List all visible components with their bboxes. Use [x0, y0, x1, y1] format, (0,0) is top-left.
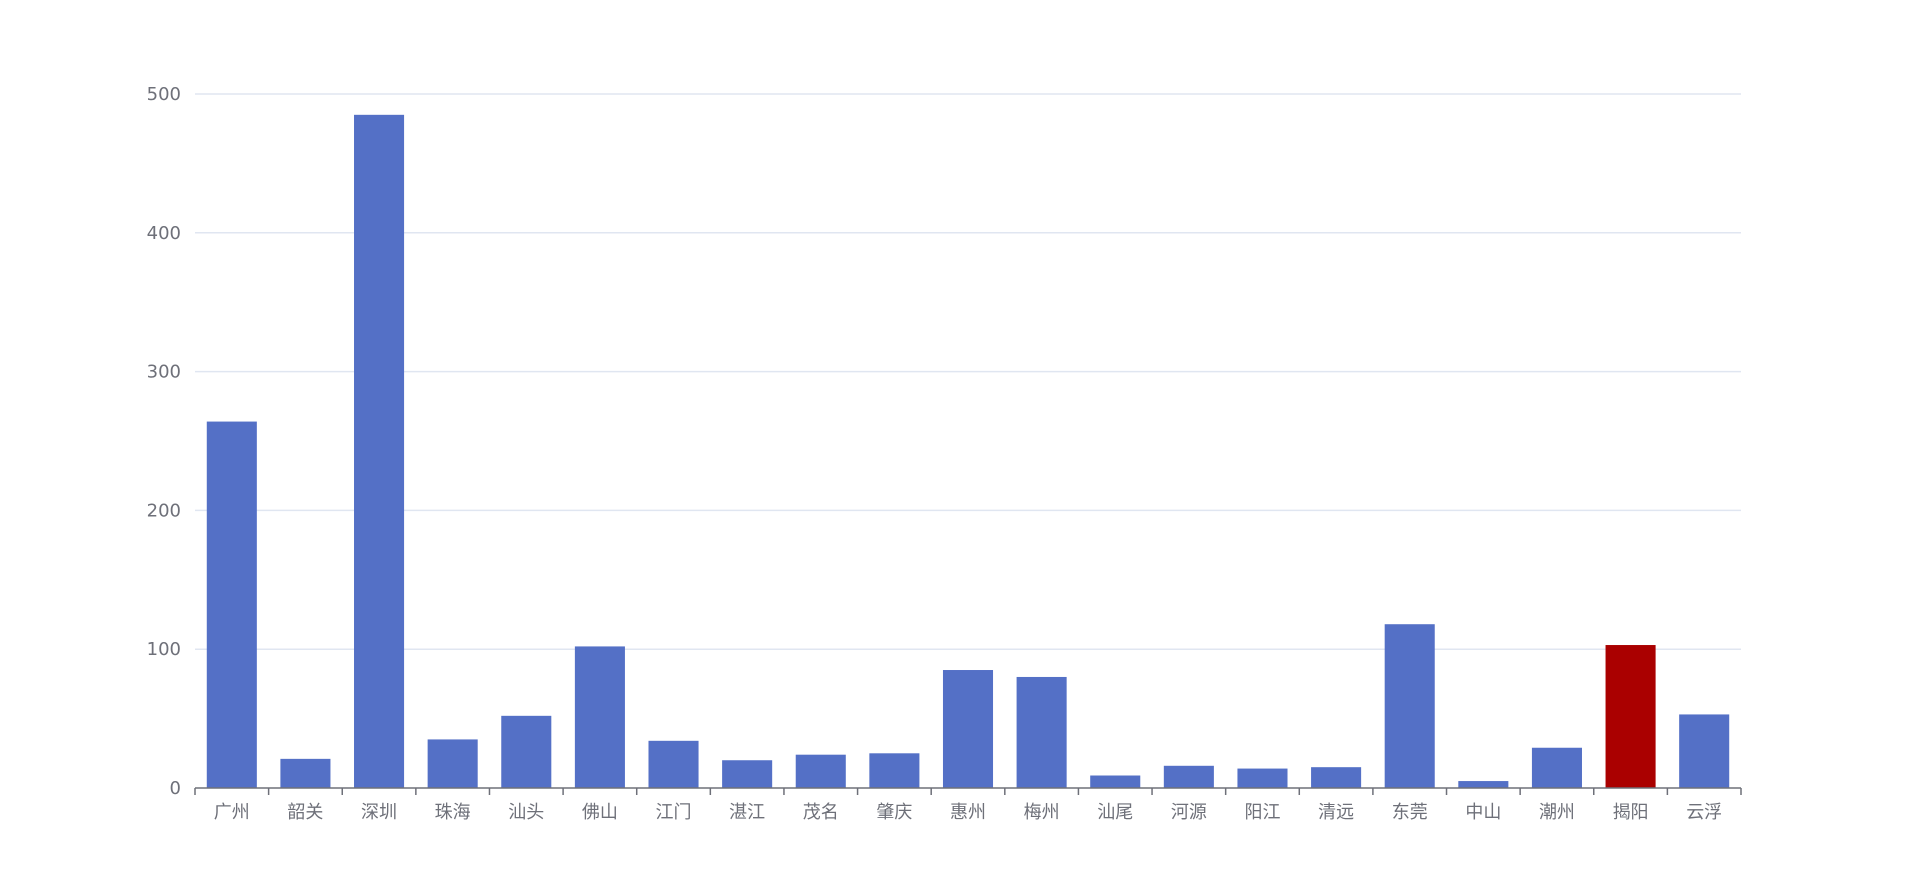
x-tick-label: 汕头: [508, 802, 544, 823]
bar-3: [354, 114, 405, 788]
y-tick-label: 300: [147, 362, 181, 383]
x-tick-label: 潮州: [1539, 802, 1575, 823]
bar-14: [1163, 765, 1214, 788]
bar-11: [942, 670, 994, 788]
bar-13: [1090, 775, 1141, 788]
x-tick-label: 阳江: [1244, 802, 1280, 823]
y-tick-label: 500: [147, 84, 181, 105]
bar-17: [1384, 624, 1435, 788]
x-tick-label: 东莞: [1392, 802, 1428, 823]
bar-19: [1531, 747, 1582, 788]
y-tick-label: 400: [147, 223, 181, 244]
bar-7: [648, 740, 699, 788]
bar-4: [427, 739, 478, 788]
x-tick-label: 肇庆: [876, 802, 912, 823]
x-tick-label: 云浮: [1686, 802, 1722, 823]
y-axis-labels: 0 100 200 300 400 500: [147, 84, 181, 799]
x-tick-label: 惠州: [950, 802, 986, 823]
x-tick-label: 湛江: [729, 802, 765, 823]
grid-lines: [195, 93, 1741, 650]
x-axis: [194, 787, 1742, 795]
bar-8: [722, 760, 773, 788]
bar-21: [1679, 714, 1730, 788]
bar-6: [574, 646, 625, 788]
x-tick-label: 佛山: [582, 802, 618, 823]
bar-10: [869, 753, 920, 788]
x-tick-label: 珠海: [435, 802, 471, 823]
bar-18: [1458, 781, 1509, 788]
bar-1: [206, 421, 257, 788]
bar-12: [1016, 676, 1067, 788]
y-tick-label: 200: [147, 500, 181, 521]
x-tick-label: 中山: [1465, 802, 1501, 823]
x-tick-label: 茂名: [803, 802, 839, 823]
x-axis-labels: 广州 韶关 深圳 珠海 汕头 佛山 江门 湛江 茂名 肇庆 惠州 梅州 汕尾 河源 阳江 清远 东莞 中山 潮州 揭阳…: [214, 802, 1722, 823]
x-tick-label: 揭阳: [1613, 802, 1649, 823]
x-tick-label: 广州: [214, 802, 250, 823]
x-tick-label: 汕尾: [1097, 802, 1133, 823]
x-tick-label: 河源: [1171, 802, 1207, 823]
x-tick-label: 韶关: [287, 802, 323, 823]
bars: [206, 114, 1730, 788]
x-tick-label: 深圳: [361, 802, 397, 823]
x-tick-label: 梅州: [1024, 802, 1060, 823]
bar-15: [1237, 768, 1288, 788]
bar-9: [795, 754, 846, 788]
bar-16: [1311, 767, 1362, 788]
y-tick-label: 0: [170, 778, 181, 799]
bar-5: [501, 715, 552, 788]
x-tick-label: 江门: [656, 802, 692, 823]
y-tick-label: 100: [147, 639, 181, 660]
bar-2: [280, 758, 331, 788]
bar-20: [1605, 645, 1656, 788]
x-tick-label: 清远: [1318, 802, 1354, 823]
